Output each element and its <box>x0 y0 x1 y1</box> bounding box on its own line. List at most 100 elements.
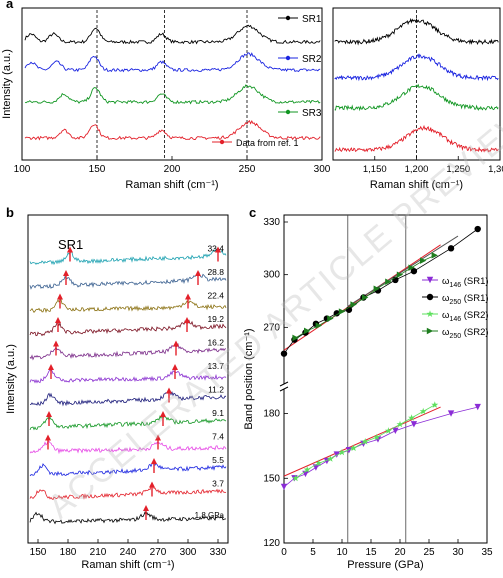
panel-b-arrowhead <box>57 293 63 300</box>
panel-c-point <box>408 414 416 421</box>
panel-a-legend-label: SR2 <box>302 54 322 65</box>
panel-a2-xtick-label: 1,250 <box>446 164 470 175</box>
panel-c-point <box>419 407 427 415</box>
panel-b-pressure-label: 9.1 <box>212 408 224 418</box>
panel-b-spectrum-4 <box>29 413 227 431</box>
panel-c-xtick-label: 35 <box>481 547 493 558</box>
panel-b-label: b <box>6 205 14 220</box>
panel-c-point <box>333 310 340 317</box>
panel-c-ylabel: Band position (cm⁻¹) <box>243 328 255 429</box>
panel-c-point <box>338 308 346 315</box>
panel-c-xtick-label: 5 <box>310 547 316 558</box>
panel-b-arrowhead <box>53 340 59 347</box>
panel-c-point <box>362 294 369 301</box>
panel-c-point <box>410 267 418 275</box>
panel-b-arrowhead <box>48 364 54 370</box>
panel-b-spectrum-9 <box>29 298 227 314</box>
panel-b-arrowhead <box>63 270 69 276</box>
panel-c-label: c <box>249 205 256 220</box>
panel-c-point <box>408 264 415 271</box>
panel-c-point <box>327 315 334 322</box>
panel-a-legend-label: Data from ref. 1 <box>236 138 299 148</box>
panel-b-spectrum-6 <box>29 369 227 384</box>
panel-c-legend-marker <box>426 310 434 317</box>
panel-a-xtick-label: 300 <box>314 164 331 175</box>
panel-b-arrowhead <box>172 364 178 370</box>
panel-c-point <box>431 401 439 408</box>
panel-b-arrowhead <box>215 246 221 253</box>
panel-b-spectrum-11 <box>29 247 227 266</box>
panel-b-xtick-label: 150 <box>30 547 47 558</box>
panel-c-xtick-label: 20 <box>394 547 406 558</box>
panel-b-spectrum-7 <box>29 342 227 361</box>
panel-a-legend-marker <box>285 109 291 115</box>
panel-b-xlabel: Raman shift (cm⁻¹) <box>81 559 174 571</box>
panel-b-pressure-label: 11.2 <box>208 385 224 395</box>
panel-b-arrowhead <box>151 458 157 464</box>
panel-c-point <box>315 322 322 329</box>
panel-a2-spectrum-3 <box>334 124 499 153</box>
panel-c-series-line <box>283 406 478 488</box>
panel-b-arrowhead <box>143 505 149 511</box>
panel-c-xtick-label: 0 <box>281 547 287 558</box>
panel-c-point <box>373 285 380 292</box>
panel-a-legend-label: SR1 <box>302 14 322 25</box>
panel-c-legend-label: ω250 (SR1) <box>442 293 489 306</box>
panel-b-arrowhead <box>45 434 51 441</box>
panel-a-ylabel: Intensity (a.u.) <box>1 49 13 119</box>
panel-b-spectrum-1 <box>29 485 227 500</box>
panel-a-legend-marker <box>285 15 291 21</box>
panel-c-point <box>292 474 300 482</box>
panel-c-legend-marker <box>426 327 434 335</box>
panel-b-arrowhead <box>160 411 166 417</box>
panel-c-point <box>303 466 311 473</box>
panel-c-frame <box>283 214 488 544</box>
panel-a2-xtick-label: 1,300 <box>488 164 503 175</box>
panel-b-arrowhead <box>149 481 155 488</box>
panel-c-legend-marker <box>426 276 434 284</box>
panel-c-ytick-label: 120 <box>263 538 280 549</box>
panel-a-xlabel: Raman shift (cm⁻¹) <box>125 179 218 191</box>
panel-c-point <box>474 225 481 233</box>
panel-b-pressure-label: 28.8 <box>207 267 224 277</box>
panel-c-xtick-label: 15 <box>365 547 377 558</box>
panel-c-ytick-label: 270 <box>263 322 280 333</box>
panel-b-spectrum-3 <box>29 440 227 455</box>
panel-b-title: SR1 <box>58 237 83 252</box>
panel-b-pressure-label: 1.8 GPa <box>195 511 225 520</box>
panel-a-spectrum-3 <box>24 119 321 141</box>
panel-b-arrowhead <box>195 270 201 276</box>
panel-c-ytick-label: 300 <box>263 270 280 281</box>
panel-c-point <box>350 301 357 308</box>
panel-a-label: a <box>6 0 14 11</box>
panel-b-arrowhead <box>55 317 61 323</box>
panel-b-spectrum-8 <box>29 319 227 337</box>
panel-c-break-mask <box>280 384 288 389</box>
panel-a2-spectrum-1 <box>334 53 499 82</box>
panel-b-arrowhead <box>185 293 191 300</box>
panel-c-point <box>410 421 418 428</box>
panel-b-xtick-label: 180 <box>60 547 77 558</box>
panel-c-legend-label: ω250 (SR2) <box>442 327 489 340</box>
panel-b-xtick-label: 330 <box>210 547 227 558</box>
panel-a-legend-marker <box>285 55 291 61</box>
panel-a2-spectrum-2 <box>334 83 499 112</box>
panel-b-pressure-label: 7.4 <box>212 432 224 442</box>
panel-a-xtick-label: 150 <box>89 164 106 175</box>
panel-b-spectrum-5 <box>29 390 227 407</box>
panel-c-point <box>431 252 438 259</box>
panel-c-point <box>350 444 358 452</box>
panel-b-pressure-label: 16.2 <box>207 338 224 348</box>
panel-c-point <box>447 410 455 417</box>
panel-c-break <box>279 381 289 387</box>
panel-a-legend-label: SR3 <box>302 108 322 119</box>
panel-b-spectrum-2 <box>29 462 227 477</box>
panel-a-spectrum-2 <box>24 84 321 105</box>
panel-c-ytick-label: 180 <box>263 409 280 420</box>
panel-b-pressure-label: 5.5 <box>212 455 224 465</box>
panel-a2-xlabel: Raman shift (cm⁻¹) <box>370 179 463 191</box>
panel-c-point <box>396 420 404 428</box>
panel-b-pressure-label: 19.2 <box>207 314 224 324</box>
panel-b-pressure-label: 13.7 <box>207 361 224 371</box>
panel-c-point <box>373 433 381 441</box>
